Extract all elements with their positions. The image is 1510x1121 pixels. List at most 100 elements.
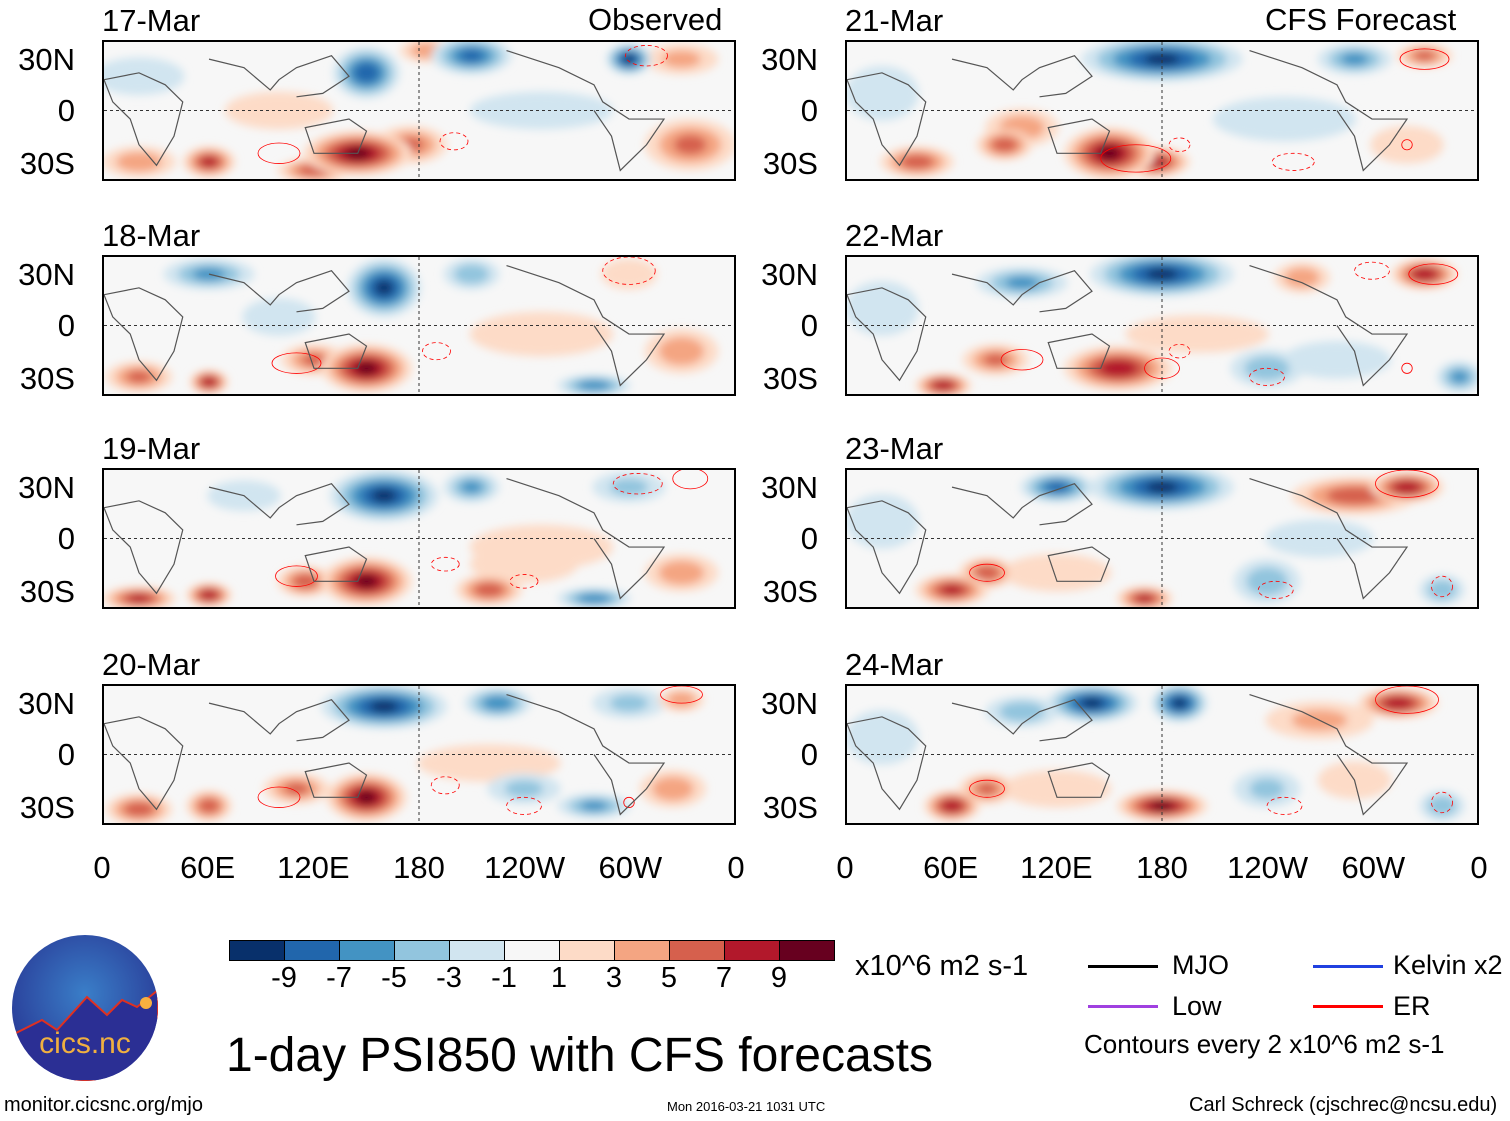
anomaly-blob (370, 700, 398, 713)
er-contour (1267, 797, 1302, 814)
lat-tick-label: 0 (57, 93, 75, 128)
anomaly-blob (1393, 480, 1421, 494)
anomaly-blob (356, 362, 377, 375)
anomaly-blob (658, 560, 705, 585)
lon-tick-label: 0 (836, 850, 854, 885)
er-contour (1101, 145, 1171, 172)
anomaly-blob (1099, 359, 1138, 377)
anomaly-blob (469, 311, 614, 357)
colorbar-label: 1 (550, 962, 568, 994)
er-contour (1402, 140, 1413, 150)
er-contour (1169, 344, 1190, 358)
lat-tick-label: 30S (19, 574, 75, 609)
lat-tick-label: 0 (800, 521, 818, 556)
er-contour (1409, 264, 1458, 285)
lon-tick-label: 60E (923, 850, 979, 885)
lat-tick-label: 30N (18, 257, 75, 292)
coastlines (847, 695, 1407, 815)
anomaly-blob (1265, 519, 1374, 558)
colorbar-swatch (504, 940, 560, 961)
anomaly-blob (1144, 53, 1180, 65)
lat-tick-label: 30N (18, 42, 75, 77)
legend-er-label: ER (1393, 991, 1431, 1021)
lat-tick-label: 30S (762, 146, 818, 181)
anomaly-blob (198, 798, 220, 814)
colorbar-swatch (284, 940, 340, 961)
footer-url[interactable]: monitor.cicsnc.org/mjo (4, 1094, 203, 1116)
anomaly-blob (847, 65, 919, 121)
anomaly-blob (1212, 96, 1357, 142)
er-contour (673, 468, 708, 489)
lon-tick-label: 120W (484, 850, 566, 885)
panel-date: 21-Mar (845, 3, 944, 38)
anomaly-blob (356, 575, 377, 588)
colorbar-label: -7 (326, 962, 352, 994)
coastlines (847, 479, 1407, 599)
lon-tick-label: 120E (1020, 850, 1093, 885)
anomaly-blob (658, 337, 705, 366)
anomaly-blob (609, 694, 649, 712)
lat-tick-label: 0 (800, 737, 818, 772)
lat-tick-label: 30S (19, 146, 75, 181)
mountain-icon (12, 988, 158, 1081)
lat-tick-label: 30N (761, 257, 818, 292)
colorbar-swatch (394, 940, 450, 961)
er-contour (1001, 349, 1043, 370)
coastlines (847, 51, 1407, 171)
anomaly-blob (1427, 579, 1457, 600)
er-contour (431, 557, 459, 571)
lat-tick-label: 30S (762, 574, 818, 609)
er-contour (1258, 581, 1293, 598)
lon-tick-label: 0 (727, 850, 745, 885)
colorbar-swatch (339, 940, 395, 961)
er-contour (1272, 153, 1314, 170)
anomaly-blob (1414, 50, 1435, 61)
er-contour (1355, 262, 1390, 279)
panel-date: 22-Mar (845, 218, 944, 253)
anomaly-map (845, 40, 1479, 181)
anomaly-blob (1284, 267, 1320, 288)
legend-low-line (1088, 1005, 1158, 1008)
er-contour (970, 564, 1005, 581)
anomaly-blob (357, 791, 376, 804)
anomaly-blob (1151, 801, 1173, 811)
er-contour (1169, 138, 1190, 152)
colorbar-label: 5 (660, 962, 678, 994)
er-contour (1376, 686, 1439, 713)
legend-mjo-label: MJO (1172, 950, 1229, 980)
colorbar-swatch (559, 940, 615, 961)
anomaly-map (845, 255, 1479, 396)
anomaly-blob (983, 353, 1008, 367)
anomaly-blob (1046, 481, 1068, 493)
lat-tick-label: 30N (761, 686, 818, 721)
legend-er-line (1313, 1005, 1383, 1008)
anomaly-blob (1370, 125, 1444, 164)
anomaly-blob (200, 589, 218, 601)
anomaly-blob (847, 280, 919, 336)
anomaly-blob (469, 91, 614, 130)
anomaly-blob (201, 376, 217, 388)
colorbar-units: x10^6 m2 s-1 (855, 950, 1029, 982)
er-contour (1400, 49, 1449, 70)
er-contour (510, 574, 538, 588)
lat-tick-label: 30S (19, 361, 75, 396)
anomaly-blob (1099, 146, 1120, 160)
anomaly-blob (601, 258, 657, 290)
panel-date: 17-Mar (102, 3, 201, 38)
anomaly-map (102, 468, 736, 609)
anomaly-map (845, 468, 1479, 609)
anomaly-blob (126, 370, 152, 384)
lat-tick-label: 30N (761, 470, 818, 505)
anomaly-blob (116, 151, 162, 172)
colorbar-label: -1 (491, 962, 517, 994)
contour-note: Contours every 2 x10^6 m2 s-1 (1084, 1029, 1445, 1059)
er-contour (276, 566, 318, 587)
er-contour (258, 787, 300, 808)
lat-tick-label: 30S (19, 790, 75, 825)
anomaly-blob (128, 594, 150, 603)
anomaly-blob (991, 137, 1018, 153)
er-contour (1432, 576, 1453, 597)
er-contour (258, 143, 300, 164)
coastlines (104, 479, 664, 599)
anomaly-blob (662, 50, 701, 68)
